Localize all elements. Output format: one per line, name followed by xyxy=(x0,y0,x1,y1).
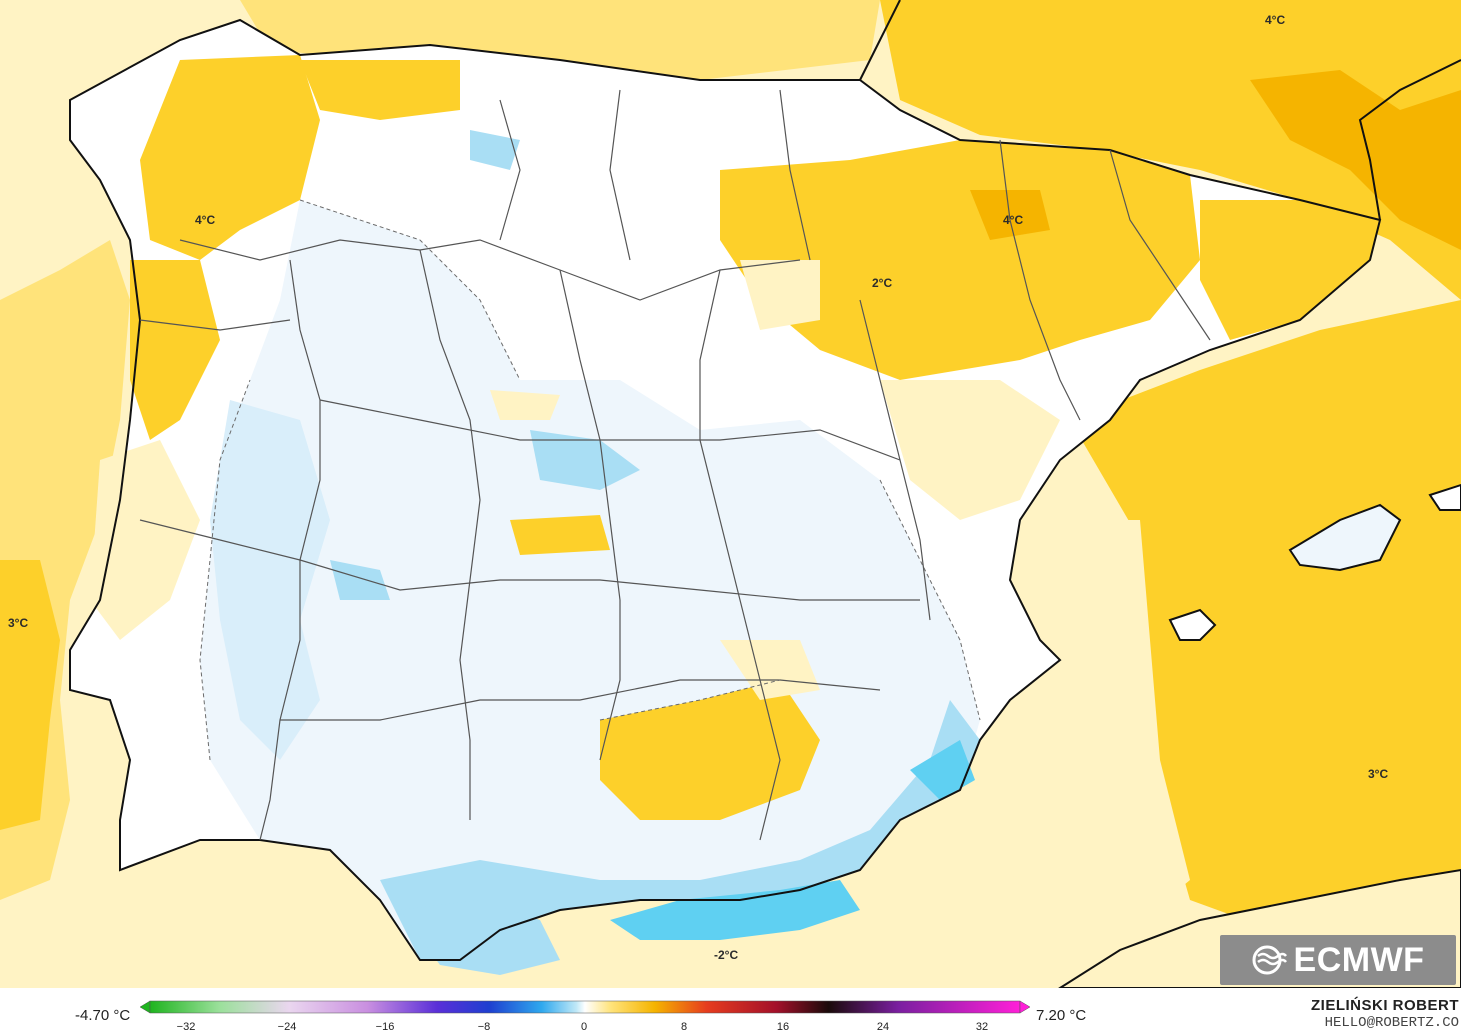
ebro-light-zone xyxy=(740,260,820,330)
ecmwf-logo: ECMWF xyxy=(1220,935,1456,985)
contour-label-atlantic: 3°C xyxy=(8,616,28,630)
colorbar-tick: 16 xyxy=(777,1021,789,1033)
ecmwf-mark-icon xyxy=(1252,945,1287,975)
colorbar: −32 −24 −16 −8 0 8 16 24 32 xyxy=(140,1000,1030,1033)
colorbar-tick: 0 xyxy=(581,1021,587,1033)
toledo-warm-patch xyxy=(510,515,610,555)
colorbar-panel: -4.70 °C − xyxy=(0,988,1461,1035)
france-coastline xyxy=(859,0,901,81)
south-cool-zone xyxy=(380,700,980,960)
colorbar-tick: −16 xyxy=(376,1021,395,1033)
north-cool-patch xyxy=(470,130,520,170)
contour-label-france: 4°C xyxy=(1265,13,1285,27)
colorbar-tick: −24 xyxy=(278,1021,297,1033)
author-name: ZIELIŃSKI ROBERT xyxy=(1310,997,1459,1014)
colorbar-tick: −32 xyxy=(177,1021,196,1033)
contour-label-galicia: 4°C xyxy=(195,213,215,227)
southeast-light-zone xyxy=(720,640,820,700)
aragon-hot-spot xyxy=(970,190,1050,240)
colorbar-max-label: 7.20 °C xyxy=(1036,1007,1087,1024)
colorbar-gradient xyxy=(149,1000,1021,1014)
cantabrian-warm-zone xyxy=(300,60,460,120)
west-blue-spot xyxy=(330,560,390,600)
portugal-west-warm xyxy=(130,260,220,440)
colorbar-tick: 32 xyxy=(976,1021,988,1033)
mediterranean-warm-zone xyxy=(1070,300,1461,940)
mediterranean-light-zone xyxy=(980,520,1190,930)
colorbar-tick: 24 xyxy=(877,1021,889,1033)
madrid-light-patch xyxy=(490,390,560,420)
ibiza xyxy=(1168,608,1217,641)
portugal-light-warm xyxy=(90,440,200,640)
contour-label-aragon: 4°C xyxy=(1003,213,1023,227)
menorca xyxy=(1428,483,1461,511)
central-cool-patch xyxy=(530,430,640,490)
valencia-light-warm xyxy=(880,380,1060,520)
iberia-coastline xyxy=(69,18,1382,961)
contour-label-alboran: -2°C xyxy=(714,948,738,962)
murcia-cold-zone xyxy=(910,740,975,800)
contour-lines xyxy=(199,199,981,761)
northwest-warm-zone xyxy=(140,55,320,260)
contour-label-mediterranean: 3°C xyxy=(1368,767,1388,781)
atlantic-warm-zone xyxy=(0,560,60,830)
colorbar-tick: 8 xyxy=(681,1021,687,1033)
ebro-warm-zone xyxy=(720,140,1200,380)
cadiz-cold-zone xyxy=(400,900,560,975)
southeast-warm-zone xyxy=(600,680,820,820)
mallorca xyxy=(1288,503,1402,572)
temperature-anomaly-map: 4°C 4°C 4°C 2°C 3°C 3°C -2°C xyxy=(0,0,1461,988)
colorbar-left-arrow xyxy=(140,1000,151,1014)
colorbar-right-arrow xyxy=(1019,1000,1030,1014)
ecmwf-logo-text: ECMWF xyxy=(1293,940,1425,979)
colorbar-tick: −8 xyxy=(478,1021,491,1033)
catalonia-warm xyxy=(1200,200,1380,340)
contour-label-ebro: 2°C xyxy=(872,276,892,290)
west-cool-zone xyxy=(210,400,330,760)
gulf-of-lion-coast xyxy=(1358,59,1461,221)
province-borders xyxy=(139,89,1211,841)
france-hot-zone xyxy=(1250,70,1461,250)
colorbar-min-label: -4.70 °C xyxy=(75,1007,131,1024)
alboran-cold-zone xyxy=(610,880,860,940)
author-email: HELLO@ROBERTZ.CO xyxy=(1324,1015,1459,1031)
